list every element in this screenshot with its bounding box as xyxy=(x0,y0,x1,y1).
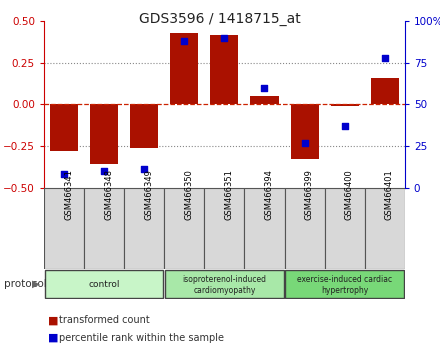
Bar xyxy=(124,188,164,269)
Text: ■: ■ xyxy=(48,315,59,325)
Text: GSM466394: GSM466394 xyxy=(264,169,274,219)
Bar xyxy=(164,188,204,269)
Bar xyxy=(44,188,84,269)
Bar xyxy=(50,104,78,151)
Bar xyxy=(45,270,164,298)
Point xyxy=(381,55,388,61)
Text: ■: ■ xyxy=(48,333,59,343)
Bar xyxy=(285,188,325,269)
Text: exercise-induced cardiac: exercise-induced cardiac xyxy=(297,275,392,284)
Text: percentile rank within the sample: percentile rank within the sample xyxy=(59,333,224,343)
Text: GSM466351: GSM466351 xyxy=(224,169,233,219)
Text: GSM466341: GSM466341 xyxy=(64,169,73,219)
Text: ▶: ▶ xyxy=(32,279,40,289)
Point xyxy=(181,38,188,44)
Point xyxy=(301,140,308,145)
Text: control: control xyxy=(88,280,120,289)
Text: hypertrophy: hypertrophy xyxy=(321,286,368,295)
Point xyxy=(141,166,148,172)
Point xyxy=(61,171,68,177)
Text: transformed count: transformed count xyxy=(59,315,150,325)
Bar xyxy=(245,188,285,269)
Bar xyxy=(90,104,118,164)
Bar xyxy=(365,188,405,269)
Bar xyxy=(325,188,365,269)
Text: GSM466348: GSM466348 xyxy=(104,169,113,219)
Point xyxy=(261,85,268,91)
Bar xyxy=(330,104,359,106)
Text: cardiomyopathy: cardiomyopathy xyxy=(193,286,256,295)
Point xyxy=(221,35,228,41)
Bar xyxy=(170,33,198,104)
Bar xyxy=(165,270,284,298)
Text: isoproterenol-induced: isoproterenol-induced xyxy=(183,275,266,284)
Bar xyxy=(204,188,245,269)
Bar xyxy=(290,104,319,159)
Text: GSM466349: GSM466349 xyxy=(144,169,153,219)
Text: GDS3596 / 1418715_at: GDS3596 / 1418715_at xyxy=(139,12,301,27)
Bar xyxy=(130,104,158,148)
Bar xyxy=(285,270,404,298)
Bar xyxy=(84,188,124,269)
Point xyxy=(341,123,348,129)
Text: GSM466401: GSM466401 xyxy=(385,169,394,219)
Bar xyxy=(250,96,279,104)
Text: GSM466350: GSM466350 xyxy=(184,169,193,219)
Text: GSM466400: GSM466400 xyxy=(345,169,354,219)
Text: protocol: protocol xyxy=(4,279,47,289)
Point xyxy=(101,168,108,174)
Bar xyxy=(210,35,238,104)
Bar xyxy=(371,78,399,104)
Text: GSM466399: GSM466399 xyxy=(304,169,314,219)
